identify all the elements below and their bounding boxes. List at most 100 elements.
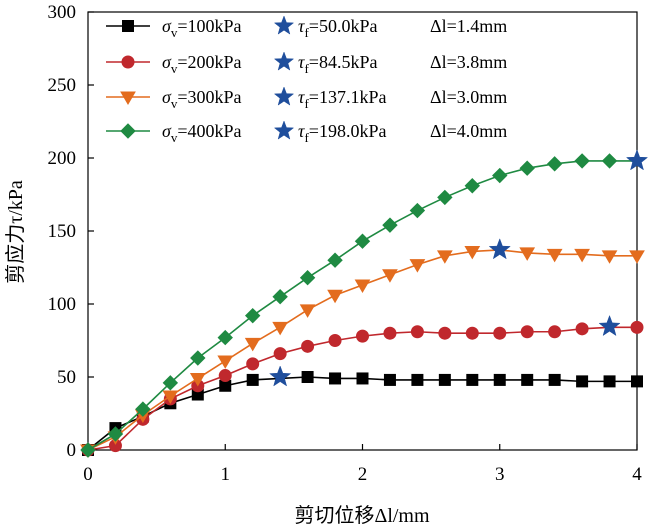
y-tick-label: 200 xyxy=(48,148,77,169)
series-layer xyxy=(80,149,649,458)
legend-marker xyxy=(120,91,136,105)
series-3 xyxy=(80,238,645,458)
data-point xyxy=(548,325,562,339)
data-point xyxy=(162,390,179,404)
data-point xyxy=(107,426,124,442)
data-point xyxy=(383,326,397,340)
series-4 xyxy=(80,149,649,458)
data-point xyxy=(464,245,481,260)
data-point xyxy=(629,250,645,264)
peak-star xyxy=(598,314,621,337)
data-point xyxy=(519,160,535,176)
data-point xyxy=(493,373,506,386)
data-point xyxy=(273,347,287,361)
data-point xyxy=(299,304,316,318)
legend-sigma-label: σv=100kPa xyxy=(162,16,242,40)
data-point xyxy=(410,325,424,339)
legend-displacement-label: Δl=1.4mm xyxy=(430,16,507,36)
y-axis-title: 剪应力τ/kPa xyxy=(4,180,27,284)
data-point xyxy=(301,371,314,383)
data-point xyxy=(272,321,289,336)
data-point xyxy=(464,178,481,194)
data-point xyxy=(437,189,453,206)
data-point xyxy=(80,442,96,458)
data-point xyxy=(299,270,316,286)
data-point xyxy=(436,250,453,264)
data-point xyxy=(217,355,234,369)
data-point xyxy=(631,375,643,388)
y-tick-label: 300 xyxy=(48,2,77,23)
legend-displacement-label: Δl=4.0mm xyxy=(430,121,507,141)
data-point xyxy=(601,250,618,264)
data-point xyxy=(574,248,590,263)
data-point xyxy=(328,334,342,347)
legend-star xyxy=(273,15,295,35)
legend-item: σv=200kPa τf=84.5kPa Δl=3.8mm xyxy=(106,51,507,76)
legend-marker xyxy=(122,20,134,32)
data-point xyxy=(382,269,398,283)
legend-sigma-label: σv=300kPa xyxy=(162,87,242,111)
peak-star xyxy=(488,238,511,260)
data-point xyxy=(354,279,371,294)
data-point xyxy=(575,322,589,336)
data-point xyxy=(327,289,343,304)
data-point xyxy=(190,350,206,366)
data-point xyxy=(244,337,261,352)
data-point xyxy=(135,401,151,417)
legend-marker xyxy=(121,55,135,69)
data-point xyxy=(356,329,369,343)
data-point xyxy=(327,252,343,268)
data-point xyxy=(465,326,479,340)
legend-sigma-label: σv=400kPa xyxy=(162,121,242,145)
data-point xyxy=(382,217,398,233)
data-point xyxy=(630,320,644,334)
legend-displacement-label: Δl=3.8mm xyxy=(430,52,507,72)
legend: σv=100kPa τf=50.0kPa Δl=1.4mm σv=200kPa τf=8… xyxy=(106,15,507,145)
data-point xyxy=(411,373,424,386)
x-tick-label: 1 xyxy=(221,464,231,485)
y-tick-label: 50 xyxy=(57,367,76,388)
data-point xyxy=(272,288,288,305)
data-point xyxy=(356,372,369,385)
x-tick-label: 3 xyxy=(495,464,505,485)
data-point xyxy=(438,373,451,386)
legend-item: σv=100kPa τf=50.0kPa Δl=1.4mm xyxy=(106,15,507,40)
data-point xyxy=(548,373,561,386)
y-tick-label: 150 xyxy=(48,221,77,242)
legend-tau-label: τf=50.0kPa xyxy=(298,16,377,40)
x-axis-title: 剪切位移Δl/mm xyxy=(294,504,430,527)
data-point xyxy=(189,372,206,387)
peak-star xyxy=(269,365,292,387)
data-point xyxy=(409,259,426,273)
data-point xyxy=(354,233,371,249)
data-point xyxy=(218,369,232,383)
data-point xyxy=(603,375,616,388)
x-tick-label: 4 xyxy=(632,464,642,485)
legend-marker xyxy=(120,123,136,139)
data-point xyxy=(246,357,260,371)
legend-tau-label: τf=198.0kPa xyxy=(298,121,386,145)
data-point xyxy=(162,375,179,391)
series-1 xyxy=(82,365,643,456)
data-point xyxy=(438,326,452,340)
data-point xyxy=(546,156,563,172)
data-point xyxy=(576,375,589,388)
data-point xyxy=(520,325,534,339)
data-point xyxy=(246,373,259,386)
data-point xyxy=(329,372,342,385)
legend-tau-label: τf=137.1kPa xyxy=(298,87,386,111)
legend-star xyxy=(273,51,295,71)
y-tick-label: 100 xyxy=(48,294,77,315)
data-point xyxy=(244,307,261,324)
data-point xyxy=(546,248,563,263)
data-point xyxy=(521,373,534,386)
peak-star xyxy=(625,149,649,171)
axes: 0 50 100 150 200 250 300 0 1 2 3 4 xyxy=(48,2,643,485)
data-point xyxy=(383,373,396,386)
data-point xyxy=(466,373,479,386)
data-point xyxy=(519,247,536,261)
legend-item: σv=300kPa τf=137.1kPa Δl=3.0mm xyxy=(106,86,507,111)
x-tick-label: 2 xyxy=(358,464,368,485)
legend-star xyxy=(273,120,295,140)
